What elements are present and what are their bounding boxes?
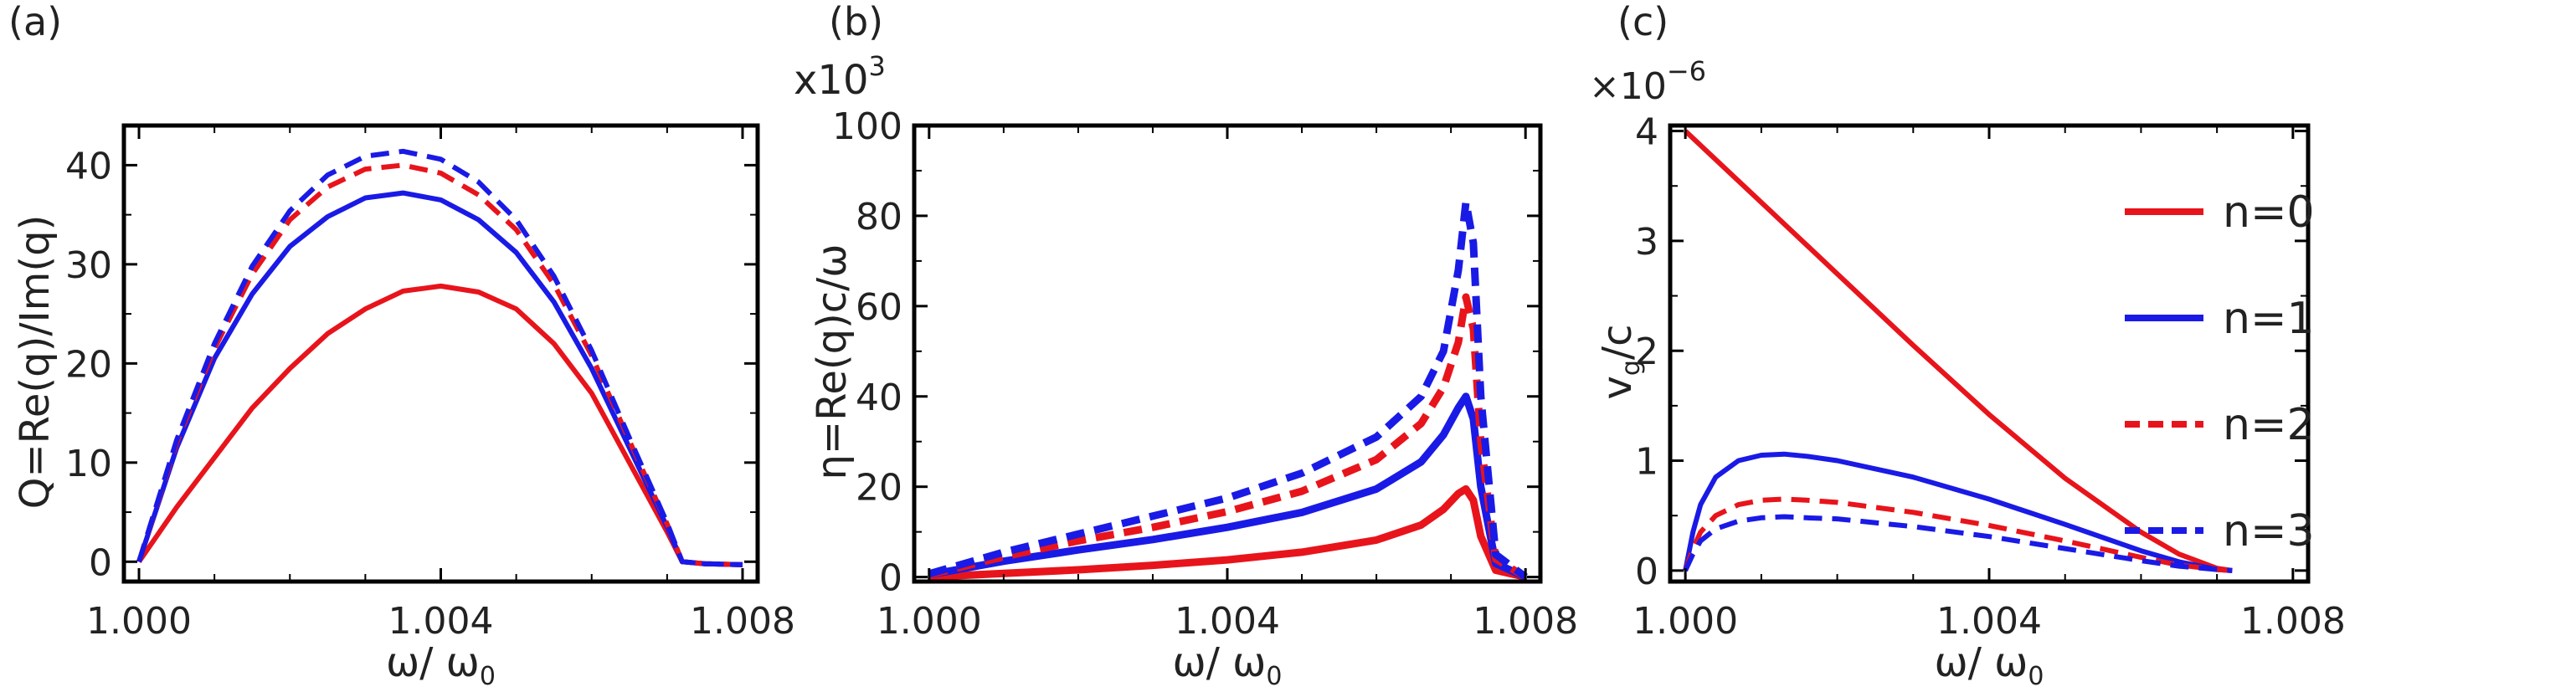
legend-label: n=2 (2223, 400, 2315, 450)
x-tick-label: 1.000 (877, 600, 982, 643)
x-axis-label: ω/ ω0 (1173, 639, 1283, 691)
legend-label: n=1 (2223, 294, 2315, 344)
series-line-n2 (928, 293, 1528, 581)
y-tick-label: 2 (1635, 331, 1658, 373)
panel-label: (b) (829, 0, 883, 44)
y-tick-label: 40 (856, 377, 902, 419)
x-axis-label: ω/ ω0 (1935, 639, 2044, 691)
series-line-n3 (928, 198, 1528, 581)
y-tick-label: 20 (65, 343, 112, 386)
legend-item-n1: n=1 (2125, 294, 2315, 344)
plot-frame (1668, 123, 2311, 584)
panel-a: 1.000 1.004 1.008 0 10 20 30 40 ω/ ω0 Q=Re(q)/Im(… (8, 0, 795, 691)
panel-label: (c) (1617, 0, 1668, 44)
series-line-n3 (136, 148, 743, 567)
y-tick-label: 60 (856, 286, 902, 329)
y-tick-label: 3 (1635, 221, 1658, 264)
y-tick-label: 0 (1635, 551, 1658, 593)
y-tick-label: 80 (856, 196, 902, 238)
legend-label: n=0 (2223, 187, 2315, 238)
series-line-n3 (1683, 514, 2233, 573)
y-tick-label: 100 (832, 105, 902, 148)
y-axis-label: Q=Re(q)/Im(q) (12, 215, 59, 510)
x-axis-label: ω/ ω0 (386, 639, 496, 691)
y-tick-label: 30 (65, 244, 112, 287)
series-line-n1 (928, 392, 1528, 581)
x-tick-label: 1.004 (1175, 600, 1280, 643)
legend-item-n2: n=2 (2125, 400, 2315, 450)
axis-multiplier: ×10−6 (1589, 55, 1706, 108)
x-tick-label: 1.004 (1936, 600, 2042, 643)
legend-label: n=3 (2223, 506, 2315, 556)
series-line-n0 (928, 484, 1527, 582)
y-axis-label: vg/c (1594, 324, 1646, 399)
panel-label: (a) (8, 0, 62, 44)
x-tick-label: 1.008 (690, 600, 795, 643)
y-tick-label: 0 (89, 541, 112, 584)
y-tick-label: 20 (856, 467, 902, 510)
series-line-n1 (1683, 451, 2233, 573)
x-tick-label: 1.000 (1632, 600, 1738, 643)
series-line-n0 (1684, 129, 2233, 573)
legend: n=0 n=1 n=2 n=3 (2125, 187, 2315, 556)
x-tick-label: 1.000 (86, 600, 192, 643)
y-tick-label: 1 (1635, 441, 1658, 484)
legend-item-n0: n=0 (2125, 187, 2315, 238)
y-tick-label: 10 (65, 443, 112, 485)
legend-item-n3: n=3 (2125, 506, 2315, 556)
y-tick-label: 40 (65, 145, 112, 187)
y-tick-label: 0 (879, 557, 902, 600)
panel-b: 1.000 1.004 1.008 0 20 40 60 80 100 ω/ ω0 η=Re(q)c… (794, 0, 1578, 691)
x-tick-label: 1.004 (388, 600, 494, 643)
x-tick-label: 1.008 (2240, 600, 2346, 643)
axis-multiplier: x103 (794, 50, 886, 104)
panel-c: 1.000 1.004 1.008 0 1 2 3 4 ω/ ω0 vg/c (c) ×10−6 (1589, 0, 2346, 691)
y-axis-label: η=Re(q)c/ω (809, 243, 856, 479)
x-tick-label: 1.008 (1473, 600, 1578, 643)
y-tick-label: 4 (1635, 111, 1658, 154)
